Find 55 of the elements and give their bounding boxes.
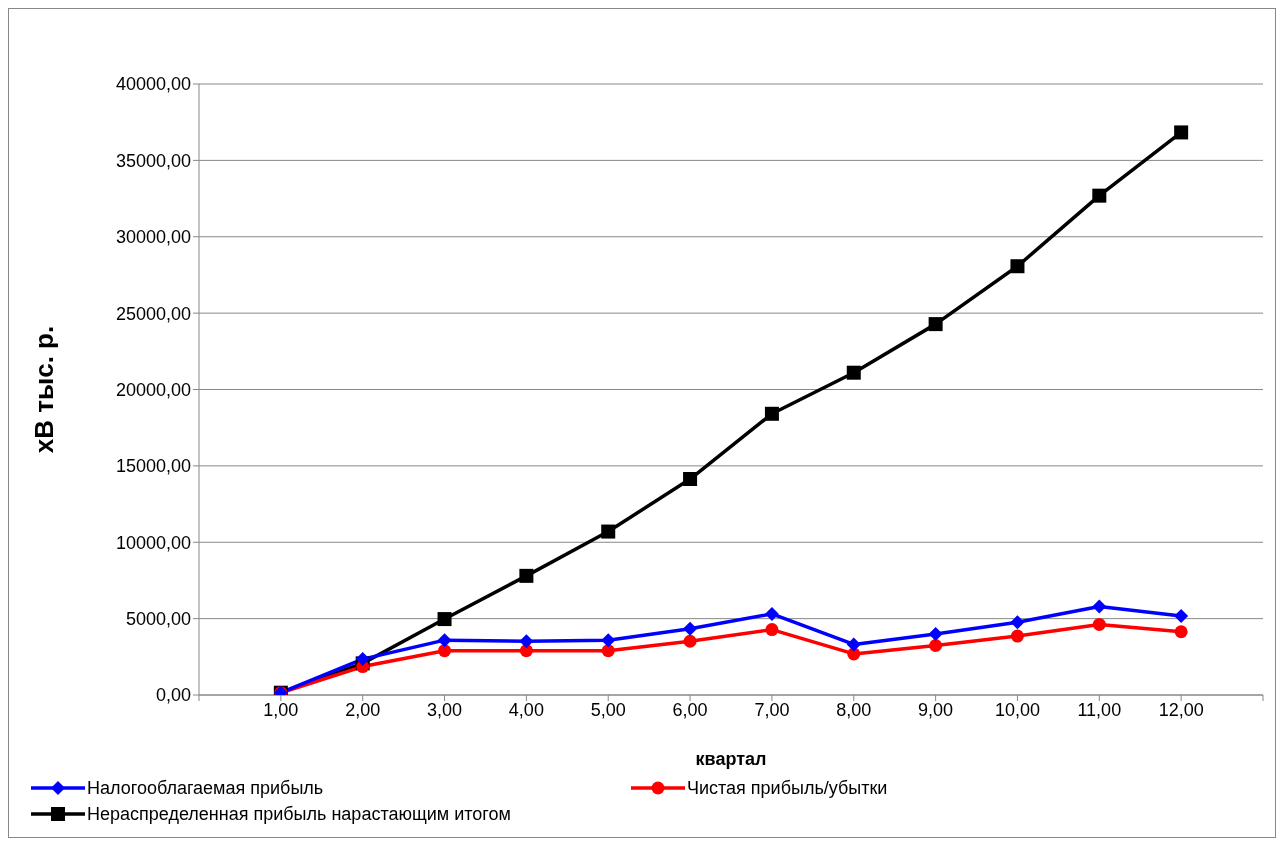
point [683,621,698,636]
point [437,633,452,648]
x-axis-title: квартал [695,749,767,769]
point [846,637,861,652]
legend-label: Налогооблагаемая прибыль [87,777,324,799]
x-tick-label: 11,00 [1077,699,1122,720]
point [1092,599,1107,614]
point [764,406,779,421]
y-axis-title: хВ тыс. р. [29,325,60,454]
point [355,652,370,667]
x-tick-label: 4,00 [508,699,544,720]
point [437,612,452,627]
point [928,626,943,641]
y-tick-label: 25000,00 [115,303,191,324]
point [683,634,697,648]
point [601,644,615,658]
x-tick-label: 10,00 [994,699,1040,720]
x-tick-label: 5,00 [590,699,626,720]
x-tick-label: 12,00 [1158,699,1204,720]
y-tick-label: 35000,00 [115,150,191,171]
point [601,524,616,539]
point [519,568,534,583]
y-tick-label: 40000,00 [115,74,191,95]
point [519,634,534,649]
point [1010,629,1024,643]
x-tick-label: 1,00 [263,699,299,720]
point [601,633,616,648]
point [764,606,779,621]
y-tick-label: 5000,00 [125,609,191,630]
point [765,623,779,637]
point [1010,615,1025,630]
x-tick-label: 2,00 [345,699,381,720]
point [1174,609,1189,624]
point [1010,259,1025,274]
y-tick-label: 30000,00 [115,227,191,248]
y-tick-label: 10000,00 [115,532,191,553]
point [1174,625,1188,639]
point [1174,125,1189,140]
point [438,644,452,658]
y-tick-label: 20000,00 [115,379,191,400]
point [1092,188,1107,203]
x-tick-label: 8,00 [836,699,872,720]
point [846,365,861,380]
legend-label: Нераспределенная прибыль нарастающим итогом [87,803,511,825]
x-tick-label: 9,00 [918,699,954,720]
x-tick-label: 7,00 [754,699,790,720]
point [1092,617,1106,631]
x-tick-label: 3,00 [427,699,463,720]
point [928,317,943,332]
y-tick-label: 0,00 [155,685,191,706]
x-tick-label: 6,00 [672,699,708,720]
point [683,472,698,487]
point [929,639,943,653]
y-tick-label: 15000,00 [115,456,191,477]
legend-label: Чистая прибыль/убытки [687,777,888,799]
